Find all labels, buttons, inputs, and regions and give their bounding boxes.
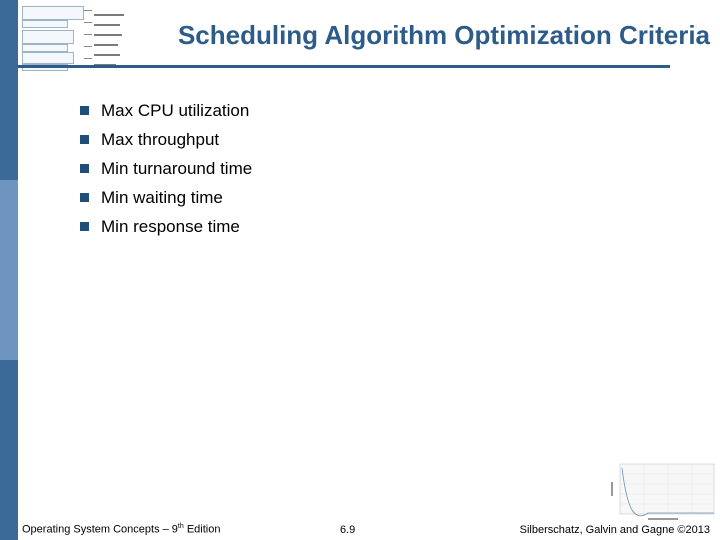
list-item: Min waiting time	[80, 183, 252, 212]
chart-axis-label-bar	[648, 518, 678, 520]
chart-axis-label-bar	[611, 482, 613, 496]
list-item: Max throughput	[80, 125, 252, 154]
chart-frame	[619, 463, 715, 515]
footer-edition-sup: th	[177, 523, 184, 531]
thumb-line	[84, 22, 92, 23]
thumb-text	[94, 54, 120, 56]
left-accent-bar	[0, 0, 18, 540]
thumb-text	[94, 34, 122, 36]
decorative-mini-chart	[611, 463, 715, 520]
chart-curve	[621, 467, 714, 517]
footer-copyright: Silberschatz, Galvin and Gagne ©2013	[519, 524, 710, 536]
bullet-text: Max CPU utilization	[101, 100, 250, 120]
footer-edition-word: Edition	[183, 524, 221, 536]
flowchart-thumbnail	[22, 2, 130, 71]
criteria-list: Max CPU utilization Max throughput Min t…	[80, 96, 252, 241]
thumb-line	[84, 46, 92, 47]
title-underline	[18, 65, 670, 68]
square-bullet-icon	[80, 135, 89, 144]
left-bar-highlight	[0, 180, 18, 360]
thumb-line	[84, 58, 92, 59]
square-bullet-icon	[80, 164, 89, 173]
chart-grid	[620, 464, 714, 514]
thumb-text	[94, 14, 124, 16]
thumb-box	[22, 6, 84, 20]
thumb-text	[94, 24, 120, 26]
list-item: Max CPU utilization	[80, 96, 252, 125]
page-number: 6.9	[340, 524, 356, 536]
thumb-line	[84, 34, 92, 35]
footer-book-title: Operating System Concepts – 9	[22, 524, 178, 536]
bullet-text: Min turnaround time	[101, 158, 253, 178]
thumb-box	[22, 30, 74, 44]
bullet-text: Min response time	[101, 216, 240, 236]
thumb-box	[22, 20, 68, 28]
thumb-line	[84, 10, 92, 11]
bullet-text: Max throughput	[101, 129, 220, 149]
bullet-text: Min waiting time	[101, 187, 223, 207]
slide-title: Scheduling Algorithm Optimization Criter…	[177, 20, 710, 50]
square-bullet-icon	[80, 193, 89, 202]
footer-book: Operating System Concepts – 9th Edition	[22, 523, 220, 536]
thumb-box	[22, 52, 74, 64]
thumb-text	[94, 44, 118, 46]
square-bullet-icon	[80, 222, 89, 231]
list-item: Min response time	[80, 212, 252, 241]
thumb-box	[22, 44, 68, 52]
square-bullet-icon	[80, 106, 89, 115]
list-item: Min turnaround time	[80, 154, 252, 183]
